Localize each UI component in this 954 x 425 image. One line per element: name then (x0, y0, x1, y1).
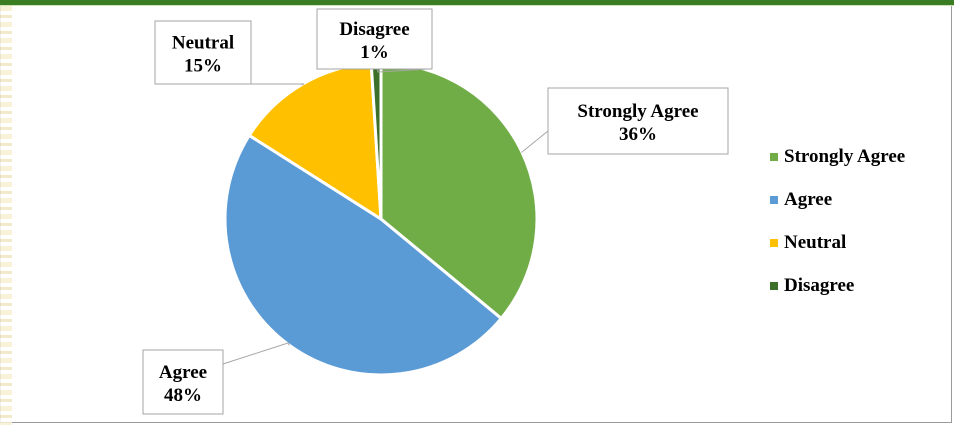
data-label-box (316, 8, 433, 70)
legend: Strongly Agree Agree Neutral Disagree (770, 146, 950, 318)
leader-line-strongly-agree (521, 130, 549, 153)
legend-item-agree: Agree (770, 189, 950, 211)
legend-item-disagree: Disagree (770, 275, 950, 297)
legend-label: Disagree (784, 275, 855, 296)
data-label-value: 1% (360, 42, 389, 63)
legend-swatch (770, 282, 778, 290)
leader-line-neutral (247, 83, 305, 86)
data-label-category: Agree (159, 362, 207, 383)
data-label-value: 15% (184, 56, 222, 77)
data-label-value: 48% (164, 385, 202, 406)
data-label-value: 36% (619, 124, 657, 145)
pie-slices (223, 61, 539, 377)
legend-label: Strongly Agree (784, 146, 906, 167)
legend-item-neutral: Neutral (770, 232, 950, 254)
top-border (0, 0, 954, 5)
data-label-category: Disagree (339, 19, 409, 40)
data-label-category: Strongly Agree (577, 101, 698, 122)
data-label-box (142, 349, 224, 415)
leader-line-agree (222, 342, 290, 365)
legend-label: Agree (784, 189, 833, 210)
top-border-highlight (0, 5, 954, 6)
legend-swatch (770, 196, 778, 204)
legend-swatch (770, 153, 778, 161)
data-label-box (154, 20, 252, 85)
data-label-box (547, 87, 729, 155)
legend-swatch (770, 239, 778, 247)
legend-label: Neutral (784, 232, 847, 253)
left-edge-strip (0, 6, 12, 425)
legend-item-strongly-agree: Strongly Agree (770, 146, 950, 168)
data-label-category: Neutral (172, 33, 234, 54)
